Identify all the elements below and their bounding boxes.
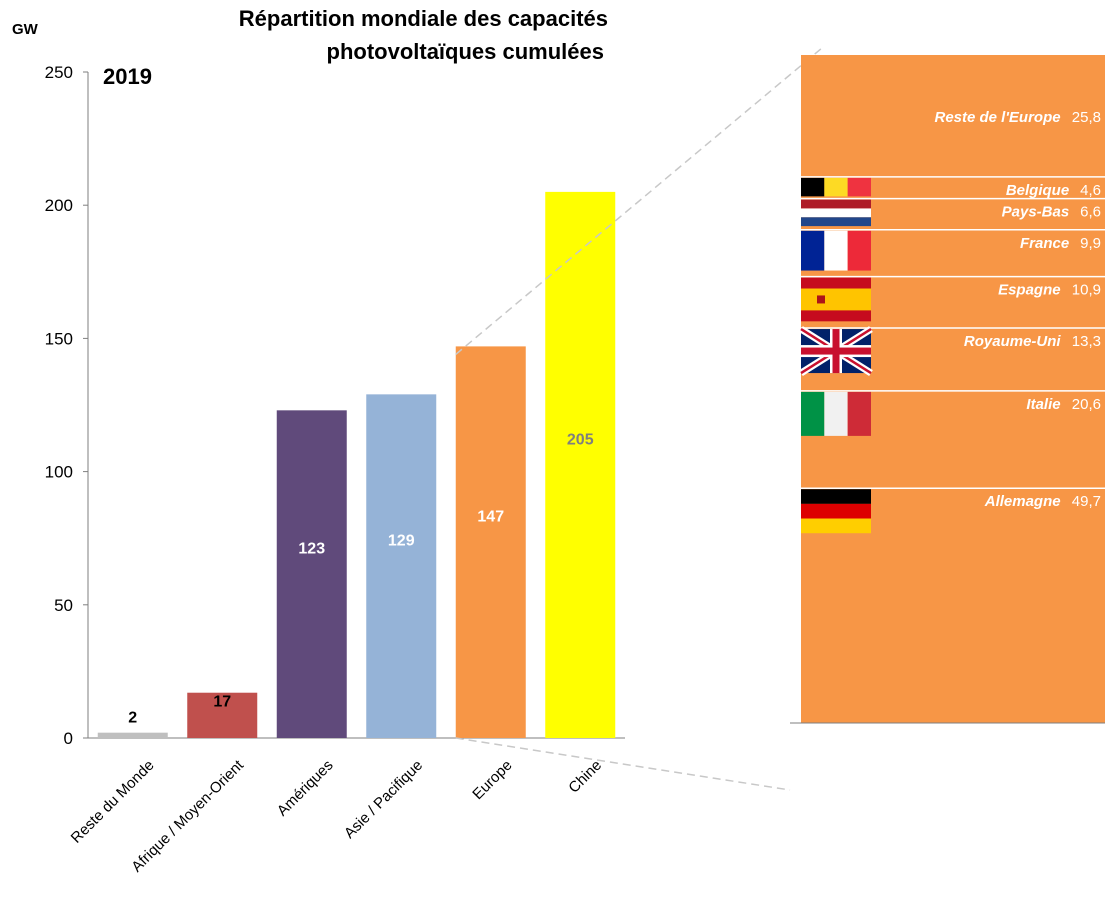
netherlands-flag-icon <box>801 217 871 226</box>
breakdown-country-label: Espagne <box>998 282 1061 299</box>
y-tick-label: 150 <box>45 329 73 348</box>
france-flag-icon <box>824 231 847 271</box>
france-flag-icon <box>848 231 871 271</box>
germany-flag-icon <box>801 519 871 534</box>
netherlands-flag-icon <box>801 208 871 217</box>
breakdown-value-label: 6,6 <box>1080 204 1101 221</box>
category-label: Reste du Monde <box>68 757 158 847</box>
bar <box>545 192 615 738</box>
category-label: Asie / Pacifique <box>341 757 426 842</box>
category-label: Chine <box>565 757 605 797</box>
spain-coat-of-arms-icon <box>817 295 825 303</box>
breakdown-country-label: Pays-Bas <box>1002 204 1070 221</box>
bar <box>456 346 526 738</box>
y-tick-label: 50 <box>54 596 73 615</box>
breakdown-value-label: 25,8 <box>1072 109 1101 126</box>
bar-value-label: 205 <box>567 431 594 448</box>
chart-title-line-2: photovoltaïques cumulées <box>327 39 605 64</box>
belgium-flag-icon <box>801 178 824 196</box>
zoom-connector-top <box>456 48 822 354</box>
y-tick-label: 250 <box>45 63 73 82</box>
bar-value-label: 2 <box>128 710 137 727</box>
bar <box>366 394 436 738</box>
category-label: Amériques <box>274 757 337 820</box>
bar-value-label: 147 <box>477 509 504 526</box>
breakdown-country-label: France <box>1020 235 1069 252</box>
germany-flag-icon <box>801 504 871 519</box>
bar <box>277 410 347 738</box>
chart-title-line-1: Répartition mondiale des capacités <box>239 6 608 31</box>
germany-flag-icon <box>801 489 871 504</box>
year-label: 2019 <box>103 64 152 89</box>
breakdown-column <box>801 55 1105 723</box>
breakdown-value-label: 10,9 <box>1072 282 1101 299</box>
y-tick-label: 100 <box>45 463 73 482</box>
bar <box>98 733 168 738</box>
category-label: Europe <box>469 757 515 803</box>
belgium-flag-icon <box>824 178 847 196</box>
breakdown-value-label: 20,6 <box>1072 396 1101 413</box>
breakdown-country-label: Royaume-Uni <box>964 333 1062 350</box>
belgium-flag-icon <box>848 178 871 196</box>
breakdown-country-label: Reste de l'Europe <box>934 109 1060 126</box>
breakdown-country-label: Italie <box>1026 396 1060 413</box>
bar-value-label: 17 <box>213 694 231 711</box>
bar-value-label: 129 <box>388 533 415 550</box>
breakdown-country-label: Allemagne <box>984 493 1061 510</box>
france-flag-icon <box>801 231 824 271</box>
italy-flag-icon <box>801 392 824 436</box>
united-kingdom-flag-icon <box>801 348 871 355</box>
italy-flag-icon <box>848 392 871 436</box>
italy-flag-icon <box>824 392 847 436</box>
breakdown-value-label: 49,7 <box>1072 493 1101 510</box>
spain-flag-icon <box>801 289 871 311</box>
bar-value-label: 123 <box>298 541 325 558</box>
europe-breakdown-column: 49,7 Allemagne 20,6 Italie 13,3 Royaume-Uni 10… <box>790 55 1105 723</box>
breakdown-country-label: Belgique <box>1006 182 1069 199</box>
unit-label: GW <box>12 21 39 38</box>
breakdown-value-label: 13,3 <box>1072 333 1101 350</box>
y-tick-label: 0 <box>64 729 73 748</box>
netherlands-flag-icon <box>801 200 871 209</box>
breakdown-value-label: 9,9 <box>1080 235 1101 252</box>
breakdown-value-label: 4,6 <box>1080 182 1101 199</box>
y-tick-label: 200 <box>45 196 73 215</box>
